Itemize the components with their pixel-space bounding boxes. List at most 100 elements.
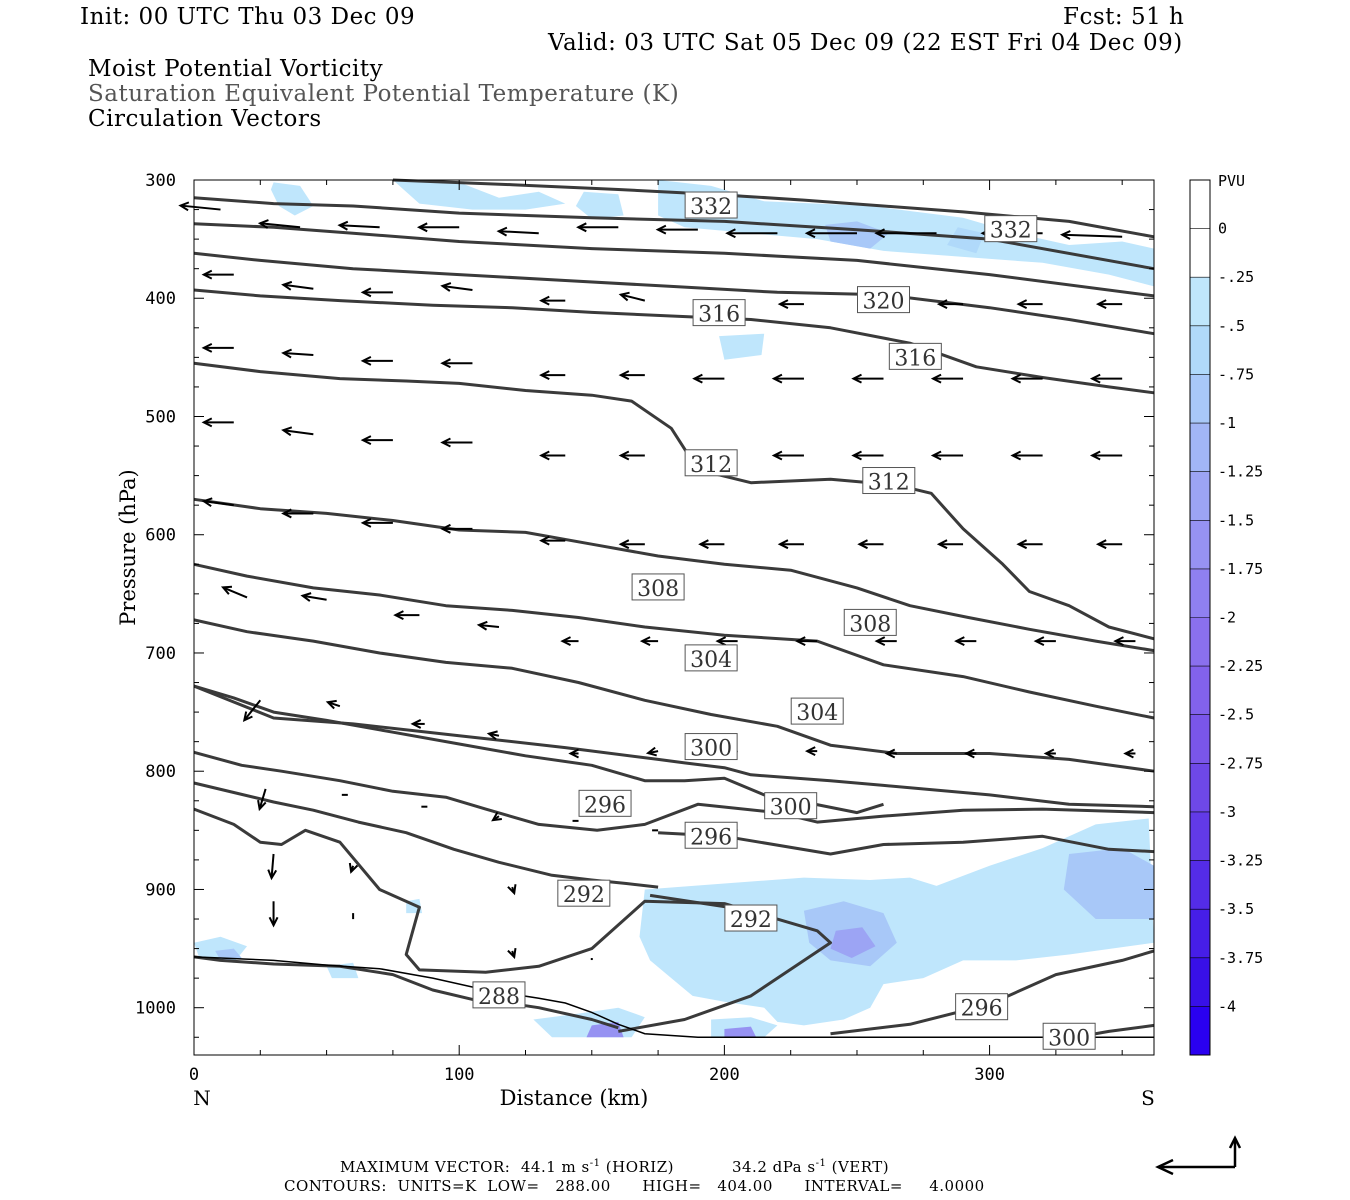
colorbar-swatch-8	[1190, 568, 1210, 618]
vector-17	[618, 291, 646, 302]
vector-56	[857, 539, 884, 550]
vector-25	[281, 348, 314, 359]
vector-shaft	[283, 352, 314, 356]
vector-head	[1095, 539, 1107, 550]
contour-label-text: 304	[690, 648, 732, 673]
vector-82	[1043, 748, 1056, 759]
vector-53	[618, 539, 645, 550]
contour-304-10	[193, 684, 1155, 809]
vector-head	[560, 636, 571, 647]
contour-label-308: 308	[631, 573, 685, 602]
contour-label-box	[684, 449, 738, 477]
contour-labels: 288 292 292 296 296 296 300 300 300 304 304 308 308 3…	[472, 191, 1096, 1051]
vector-head	[539, 370, 550, 380]
vector-head	[539, 295, 550, 306]
vector-head	[618, 539, 630, 550]
colorbar-label: -.5	[1218, 317, 1245, 335]
vector-head	[804, 746, 816, 757]
vector-head	[851, 450, 862, 461]
contour-label-box	[684, 644, 738, 672]
vector-35	[1089, 373, 1123, 384]
x-axis-label: Distance (km)	[500, 1086, 649, 1110]
vector-13	[281, 280, 314, 291]
vector-74	[410, 719, 425, 729]
vector-head	[698, 539, 709, 550]
contour-label-312: 312	[862, 467, 916, 496]
vector-head	[491, 811, 502, 822]
vector-head	[220, 585, 233, 595]
vector-shaft	[243, 699, 262, 721]
pv-region-18	[724, 1026, 757, 1038]
y-tick-label: 900	[145, 880, 176, 900]
vector-7	[725, 228, 778, 239]
vector-head	[857, 539, 868, 550]
x-tick-label: 200	[709, 1065, 740, 1085]
contour-300-6	[193, 750, 1155, 832]
colorbar-swatch-16	[1190, 957, 1210, 1007]
vector-58	[1016, 539, 1043, 550]
contour-label-box	[843, 608, 897, 636]
vector-52	[539, 535, 566, 546]
y-tick-label: 1000	[135, 999, 176, 1019]
contour-label-300: 300	[764, 792, 818, 821]
vector-head	[281, 508, 292, 519]
contour-label-288: 288	[472, 981, 526, 1010]
vector-3	[416, 222, 460, 233]
contour-label-text: 288	[478, 985, 520, 1010]
vector-8	[804, 228, 857, 239]
vector-head	[1089, 450, 1101, 461]
vector-6	[655, 224, 698, 235]
vector-11	[1059, 230, 1123, 240]
vector-79	[804, 746, 818, 757]
vector-head	[930, 373, 942, 384]
colorbar-label: -2.5	[1218, 706, 1254, 724]
vector-54	[698, 539, 725, 550]
vector-head	[496, 226, 508, 237]
colorbar-swatch-3	[1190, 325, 1210, 375]
contour-label-text: 292	[563, 883, 605, 908]
contour-label-box	[955, 993, 1009, 1021]
south-label: S	[1141, 1086, 1155, 1110]
vector-65	[639, 636, 659, 647]
vector-61	[300, 592, 327, 602]
vector-head	[440, 282, 452, 292]
vector-head	[771, 373, 783, 384]
vector-36	[201, 417, 234, 428]
init-time: Init: 00 UTC Thu 03 Dec 09	[80, 4, 416, 30]
field-title-pv: Moist Potential Vorticity	[88, 56, 384, 82]
vector-30	[692, 373, 725, 384]
vector-shaft	[222, 586, 248, 599]
vector-head	[242, 711, 253, 723]
vector-shaft	[498, 230, 539, 235]
vector-head	[1123, 748, 1134, 759]
colorbar-swatch-7	[1190, 520, 1210, 569]
y-tick-label: 300	[145, 171, 176, 191]
vector-head	[715, 636, 727, 647]
colorbar-swatch-5	[1190, 423, 1210, 472]
contour-292-1	[193, 807, 832, 1033]
vector-51	[440, 523, 473, 534]
pv-region-2	[575, 191, 624, 219]
contour-label-292: 292	[557, 879, 611, 908]
vector-head	[936, 539, 948, 550]
contour-308-11	[193, 618, 1155, 773]
vector-2	[337, 220, 380, 231]
contour-label-text: 300	[690, 737, 732, 762]
colorbar-swatch-10	[1190, 666, 1210, 715]
contour-label-332: 332	[684, 191, 738, 220]
colorbar-unit: PVU	[1218, 172, 1245, 190]
vert-max-value: 34.2 dPa s	[731, 1158, 816, 1176]
colorbar-swatch-14	[1190, 860, 1210, 910]
contour-label-box	[888, 342, 942, 370]
vector-head	[930, 450, 942, 461]
contour-label-text: 308	[637, 577, 679, 602]
vector-head	[201, 269, 213, 280]
vector-shaft	[259, 222, 301, 229]
vector-67	[794, 636, 818, 647]
vector-29	[618, 370, 645, 380]
contour-label-box	[862, 467, 916, 495]
vector-head	[476, 620, 488, 631]
contour-info: CONTOURS: UNITS=K LOW= 288.00 HIGH= 404.…	[284, 1177, 985, 1195]
vector-63	[476, 620, 500, 631]
